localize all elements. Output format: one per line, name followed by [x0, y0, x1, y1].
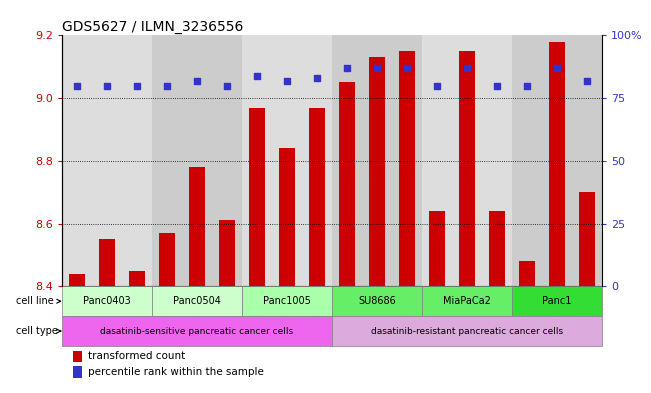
Text: Panc0504: Panc0504	[173, 296, 221, 306]
Bar	[62, 316, 332, 346]
Bar	[332, 35, 422, 286]
Text: cell line: cell line	[16, 296, 61, 306]
Bar	[489, 211, 505, 286]
Point	[522, 83, 533, 89]
Bar	[73, 351, 83, 362]
Bar	[309, 108, 326, 286]
Point	[462, 65, 473, 71]
Bar	[512, 286, 602, 316]
Point	[492, 83, 503, 89]
Bar	[152, 35, 242, 286]
Point	[132, 83, 142, 89]
Text: transformed count: transformed count	[88, 351, 185, 361]
Bar	[129, 271, 145, 286]
Point	[191, 77, 202, 84]
Text: cell type: cell type	[16, 326, 61, 336]
Text: percentile rank within the sample: percentile rank within the sample	[88, 367, 264, 377]
Bar	[152, 286, 242, 316]
Point	[282, 77, 292, 84]
Point	[372, 65, 382, 71]
Bar	[62, 286, 152, 316]
Bar	[399, 51, 415, 286]
Point	[342, 65, 352, 71]
Bar	[332, 286, 422, 316]
Point	[222, 83, 232, 89]
Bar	[512, 35, 602, 286]
Bar	[459, 51, 475, 286]
Bar	[219, 220, 235, 286]
Text: Panc0403: Panc0403	[83, 296, 131, 306]
Point	[402, 65, 412, 71]
Bar	[368, 57, 385, 286]
Bar	[242, 286, 332, 316]
Bar	[279, 148, 296, 286]
Bar	[68, 274, 85, 286]
Text: dasatinib-sensitive pancreatic cancer cells: dasatinib-sensitive pancreatic cancer ce…	[100, 327, 294, 336]
Bar	[98, 239, 115, 286]
Text: dasatinib-resistant pancreatic cancer cells: dasatinib-resistant pancreatic cancer ce…	[371, 327, 563, 336]
Point	[582, 77, 592, 84]
Bar	[73, 366, 83, 378]
Point	[102, 83, 112, 89]
Bar	[339, 83, 355, 286]
Point	[312, 75, 322, 81]
Bar	[242, 35, 332, 286]
Text: MiaPaCa2: MiaPaCa2	[443, 296, 491, 306]
Bar	[159, 233, 175, 286]
Bar	[332, 316, 602, 346]
Bar	[422, 286, 512, 316]
Bar	[422, 35, 512, 286]
Bar	[579, 192, 596, 286]
Text: SU8686: SU8686	[358, 296, 396, 306]
Bar	[429, 211, 445, 286]
Bar	[519, 261, 535, 286]
Text: Panc1: Panc1	[542, 296, 572, 306]
Bar	[62, 35, 152, 286]
Point	[552, 65, 562, 71]
Point	[432, 83, 442, 89]
Bar	[549, 42, 566, 286]
Text: Panc1005: Panc1005	[263, 296, 311, 306]
Text: GDS5627 / ILMN_3236556: GDS5627 / ILMN_3236556	[62, 20, 243, 34]
Point	[72, 83, 82, 89]
Bar	[189, 167, 205, 286]
Bar	[249, 108, 265, 286]
Point	[161, 83, 172, 89]
Point	[252, 72, 262, 79]
